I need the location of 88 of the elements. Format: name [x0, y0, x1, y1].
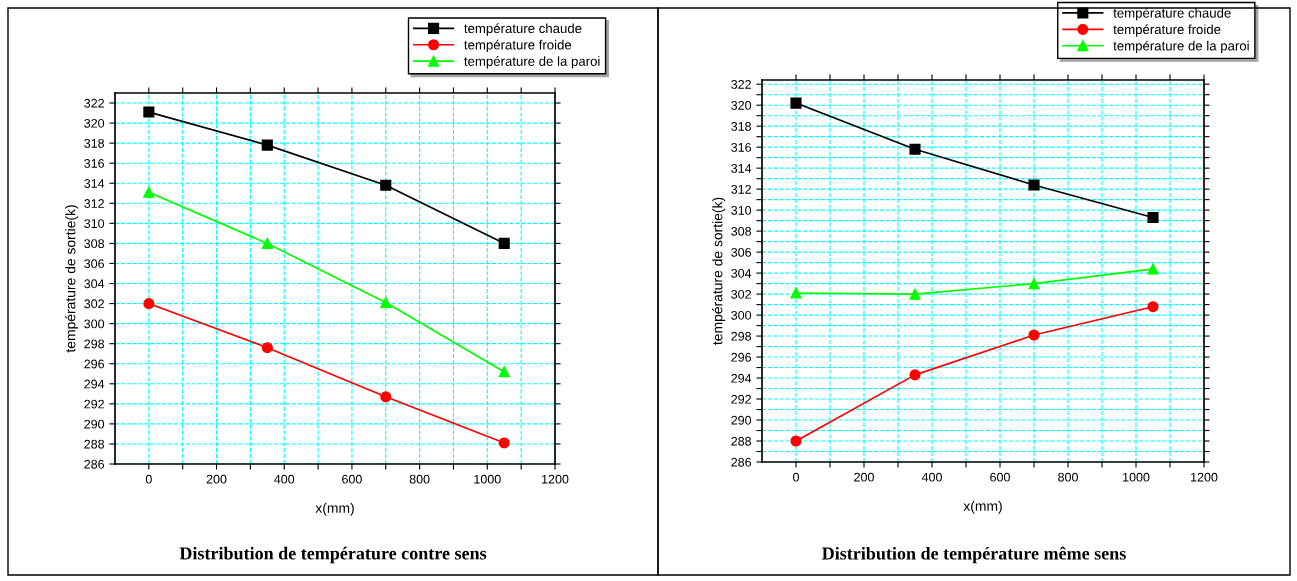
x-tick-label: 1000: [1123, 472, 1150, 482]
y-tick-label: 306: [731, 247, 752, 257]
point: [498, 366, 510, 378]
point: [380, 391, 392, 403]
y-tick-label: 296: [731, 352, 752, 362]
text: Distribution de température même sens: [822, 546, 1126, 564]
y-tick-label: 306: [84, 259, 105, 269]
point: [790, 435, 802, 447]
x-tick-label: 1000: [474, 474, 501, 484]
point: [909, 369, 921, 381]
y-tick-label: 314: [84, 179, 105, 188]
y-axis-title: température de sortie(k): [65, 205, 79, 353]
y-tick-label: 322: [731, 80, 751, 89]
y-tick-label: 296: [84, 359, 105, 369]
y-tick-label: 322: [84, 98, 104, 108]
point: [1147, 301, 1159, 313]
point: [790, 287, 802, 299]
y-tick-label: 312: [84, 199, 104, 208]
y-tick-label: 304: [731, 268, 752, 278]
x-tick-label: 400: [274, 474, 295, 484]
x-tick-label: 1200: [542, 474, 569, 484]
y-tick-label: 292: [84, 399, 104, 409]
x-tick-label: 400: [921, 472, 942, 482]
x-tick-label: 600: [342, 474, 362, 484]
point: [143, 298, 155, 310]
y-tick-label: 308: [731, 226, 752, 236]
point: [1147, 211, 1159, 224]
y-tick-label: 298: [84, 339, 105, 349]
legend-label: température froide: [1113, 24, 1221, 37]
point: [1028, 329, 1040, 341]
y-tick-label: 292: [731, 394, 751, 404]
legend-label: température de la paroi: [1113, 40, 1249, 54]
point: [380, 179, 392, 191]
x-tick-label: 0: [793, 472, 799, 482]
x-tick-label: 800: [1058, 472, 1078, 482]
point: [1028, 179, 1040, 191]
y-tick-label: 310: [84, 219, 105, 228]
legend-label: température froide: [464, 39, 572, 53]
x-tick-label: 1200: [1191, 472, 1218, 482]
point: [1028, 278, 1040, 290]
point: [261, 139, 273, 151]
point: [380, 297, 392, 309]
y-tick-label: 290: [731, 415, 752, 425]
x-axis-title: x(mm): [963, 500, 1002, 514]
point: [261, 237, 273, 249]
x-tick-label: 200: [206, 474, 227, 484]
x-axis-title: x(mm): [315, 502, 354, 516]
point: [909, 288, 921, 300]
point: [1147, 263, 1159, 275]
y-tick-label: 308: [84, 239, 105, 249]
point: [909, 143, 921, 155]
y-tick-label: 318: [731, 121, 752, 131]
y-tick-label: 302: [84, 299, 104, 309]
y-tick-label: 310: [731, 205, 752, 215]
y-tick-label: 294: [84, 379, 105, 389]
x-tick-label: 800: [409, 474, 430, 484]
y-tick-label: 300: [84, 319, 105, 329]
y-tick-label: 312: [731, 184, 751, 194]
y-tick-label: 288: [84, 439, 105, 449]
point: [498, 437, 510, 449]
y-tick-label: 318: [84, 138, 105, 148]
y-tick-label: 316: [84, 158, 105, 168]
legend-label: température de la paroi: [464, 56, 600, 69]
y-tick-label: 314: [731, 163, 752, 173]
legend-label: température chaude: [464, 23, 582, 36]
x-tick-label: 200: [854, 472, 874, 482]
y-tick-label: 320: [84, 118, 105, 128]
y-tick-label: 304: [84, 279, 105, 289]
text: Distribution de température contre sens: [179, 546, 487, 564]
x-tick-label: 600: [990, 472, 1010, 482]
point: [143, 106, 155, 118]
x-tick-label: 0: [145, 474, 152, 484]
legend-label: température chaude: [1113, 7, 1231, 21]
y-tick-label: 302: [731, 289, 751, 299]
y-tick-label: 290: [84, 419, 105, 429]
y-tick-label: 286: [731, 457, 752, 467]
y-tick-label: 320: [731, 100, 752, 110]
y-tick-label: 294: [731, 373, 752, 383]
y-tick-label: 286: [84, 459, 105, 469]
y-tick-label: 300: [731, 310, 752, 320]
y-tick-label: 316: [731, 142, 752, 152]
point: [143, 186, 155, 198]
y-axis-title: température de sortie(k): [712, 197, 726, 345]
point: [261, 342, 273, 354]
y-tick-label: 298: [731, 331, 752, 341]
point: [790, 97, 802, 109]
y-tick-label: 288: [731, 436, 752, 446]
point: [498, 237, 510, 249]
